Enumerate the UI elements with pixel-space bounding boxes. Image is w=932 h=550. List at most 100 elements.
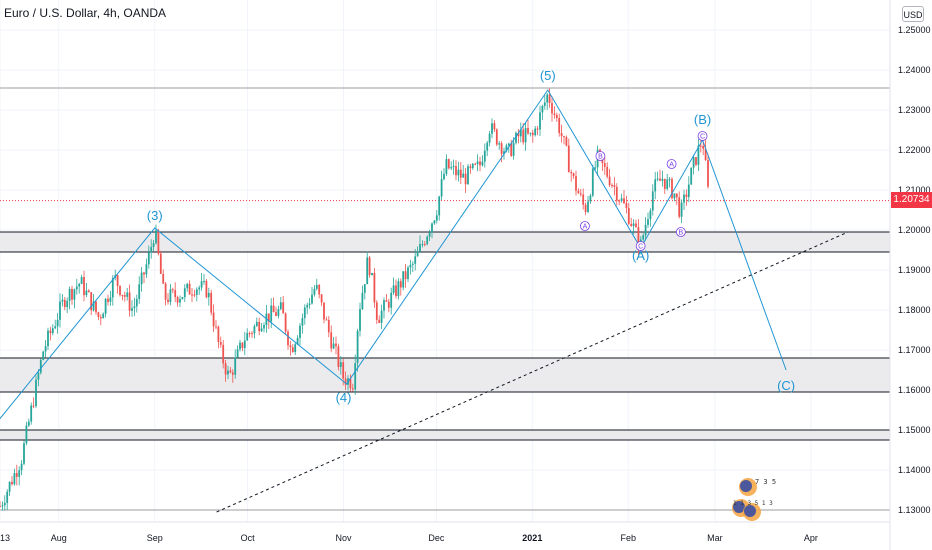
candle-body: [200, 281, 203, 288]
subwave-label: B: [679, 230, 684, 237]
price-tick-label: 1.19000: [898, 265, 931, 275]
candle-body: [378, 319, 381, 323]
candle-body: [438, 196, 441, 216]
candle-body: [685, 194, 688, 198]
candle-body: [30, 405, 33, 422]
candle-body: [687, 184, 690, 198]
candle-body: [191, 294, 193, 296]
candle-body: [251, 333, 253, 335]
candle-body: [594, 167, 597, 169]
wave-label: (B): [694, 112, 711, 127]
candle-body: [618, 200, 621, 202]
candle-body: [663, 178, 666, 189]
zone-fill: [0, 430, 890, 440]
candle-body: [253, 326, 256, 334]
candle-body: [462, 173, 465, 178]
candle-body: [666, 179, 669, 189]
candle-body: [44, 346, 47, 352]
candle-body: [644, 224, 647, 236]
time-axis[interactable]: 13 Aug Sep Oct Nov Dec 2021 Feb Mar Apr: [0, 521, 890, 543]
chart-grid: [0, 0, 890, 522]
candle-body: [452, 165, 455, 168]
candle-body: [92, 301, 95, 311]
price-tick-label: 1.21000: [898, 185, 931, 195]
candle-body: [392, 285, 395, 293]
time-tick-label: Apr: [804, 533, 818, 543]
subwave-marker: [697, 131, 708, 141]
candle-body: [620, 198, 623, 201]
candle-body: [479, 161, 481, 166]
candle-body: [517, 132, 520, 137]
candle-body: [145, 264, 148, 275]
candle-body: [1, 505, 4, 507]
candle-body: [647, 219, 649, 225]
candle-body: [469, 166, 472, 169]
candle-body: [642, 235, 645, 240]
candle-body: [661, 178, 664, 181]
price-axis[interactable]: 1.25000 1.24000 1.23000 1.22000 1.21000 1.200…: [889, 0, 932, 550]
candle-body: [383, 300, 385, 311]
price-tick-label: 1.14000: [898, 465, 931, 475]
candle-body: [311, 294, 313, 304]
candle-body: [303, 307, 306, 319]
candle-body: [258, 321, 261, 332]
candle-body: [128, 292, 131, 311]
candle-body: [440, 179, 443, 197]
candle-body: [419, 244, 421, 252]
candle-body: [354, 363, 357, 390]
candle-body: [66, 300, 69, 308]
candle-body: [623, 198, 625, 204]
candle-body: [99, 316, 102, 319]
candle-body: [116, 275, 119, 286]
candle-body: [325, 319, 328, 321]
price-tick-label: 1.13000: [898, 505, 931, 515]
candle-body: [692, 157, 695, 168]
candle-body: [164, 283, 167, 300]
candle-body: [35, 379, 37, 407]
subwave-label: A: [669, 162, 674, 169]
candle-body: [536, 128, 539, 130]
candle-body: [572, 173, 575, 177]
price-tick-label: 1.22000: [898, 145, 931, 155]
candle-body: [217, 326, 220, 342]
candle-body: [373, 272, 376, 303]
candle-body: [284, 313, 287, 332]
candle-body: [366, 257, 369, 285]
candle-body: [109, 297, 112, 302]
price-tick-label: 1.18000: [898, 305, 931, 315]
candle-body: [512, 142, 515, 156]
subwave-label: C: [638, 244, 643, 251]
candle-body: [635, 223, 637, 228]
candle-body: [387, 301, 390, 308]
currency-button[interactable]: USD: [902, 6, 924, 22]
candle-body: [483, 150, 486, 162]
candle-body: [351, 388, 354, 390]
candle-body: [323, 302, 325, 320]
candle-body: [553, 113, 556, 115]
candle-body: [174, 290, 177, 298]
candle-body: [411, 263, 414, 265]
candle-body: [404, 271, 407, 280]
price-tick-label: 1.17000: [898, 345, 931, 355]
candle-body: [143, 272, 145, 275]
candle-body: [651, 191, 654, 211]
candle-body: [121, 294, 124, 296]
candle-body: [330, 332, 333, 349]
candle-body: [548, 94, 551, 103]
candle-body: [11, 481, 13, 485]
candle-body: [37, 372, 40, 380]
candle-body: [337, 346, 340, 367]
candle-body: [181, 297, 184, 300]
candle-body: [402, 271, 405, 288]
candle-body: [267, 313, 270, 322]
candle-body: [299, 325, 301, 338]
candle-body: [534, 128, 537, 136]
candle-body: [313, 288, 316, 295]
candle-body: [315, 284, 318, 289]
candle-body: [659, 178, 661, 181]
time-tick-label: Oct: [241, 533, 256, 543]
candle-body: [627, 208, 630, 224]
candle-body: [637, 227, 640, 248]
candle-body: [344, 378, 347, 385]
